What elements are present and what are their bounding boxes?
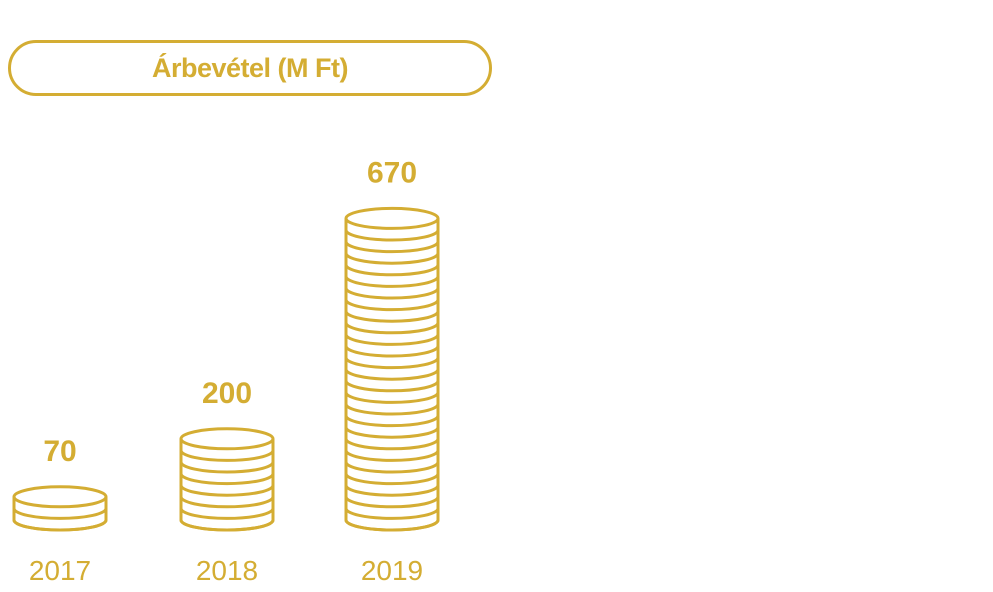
chart-title-pill: Árbevétel (M Ft)	[8, 40, 492, 96]
coin-stack-2019	[344, 206, 440, 532]
coin-edge	[179, 519, 275, 532]
coin-stack-2018	[179, 427, 275, 532]
coin-edge	[12, 508, 108, 520]
coin-edge	[344, 473, 440, 486]
coin-edge	[344, 252, 440, 265]
coin-edge	[344, 241, 440, 254]
coin-edge	[344, 519, 440, 532]
coin-edge	[179, 473, 275, 486]
coin-stack-2017	[12, 485, 108, 532]
coin-edge	[344, 322, 440, 335]
coin-edge	[344, 345, 440, 358]
coin-top	[12, 485, 108, 509]
coin-top	[344, 206, 440, 230]
value-label-2018: 200	[202, 377, 252, 410]
value-label-2019: 670	[367, 156, 417, 189]
coin-edge	[179, 461, 275, 474]
coin-edge	[179, 496, 275, 509]
coin-edge	[12, 519, 108, 532]
coin-edge	[344, 438, 440, 451]
coin-edge	[344, 310, 440, 323]
coin-edge	[344, 229, 440, 242]
coin-edge	[344, 264, 440, 277]
coin-edge	[344, 368, 440, 381]
coin-edge	[344, 461, 440, 474]
coin-edge	[344, 403, 440, 416]
coin-edge	[344, 276, 440, 288]
coin-edge	[344, 299, 440, 312]
coin-edge	[344, 392, 440, 404]
coin-edge	[344, 496, 440, 509]
coin-edge	[344, 287, 440, 300]
coin-edge	[179, 450, 275, 462]
x-tick-label-2019: 2019	[361, 555, 423, 586]
coin-edge	[344, 484, 440, 497]
coin-edge	[344, 334, 440, 346]
chart-title: Árbevétel (M Ft)	[151, 52, 349, 83]
x-tick-label-2018: 2018	[196, 555, 258, 586]
coin-edge	[344, 508, 440, 520]
x-tick-label-2017: 2017	[29, 555, 91, 586]
coin-edge	[344, 380, 440, 393]
coin-edge	[344, 357, 440, 370]
coin-top	[179, 427, 275, 451]
coin-edge	[344, 426, 440, 439]
coin-edge	[344, 450, 440, 462]
coin-edge	[179, 484, 275, 497]
coin-edge	[179, 508, 275, 520]
coin-edge	[344, 415, 440, 428]
value-label-2017: 70	[43, 435, 76, 468]
